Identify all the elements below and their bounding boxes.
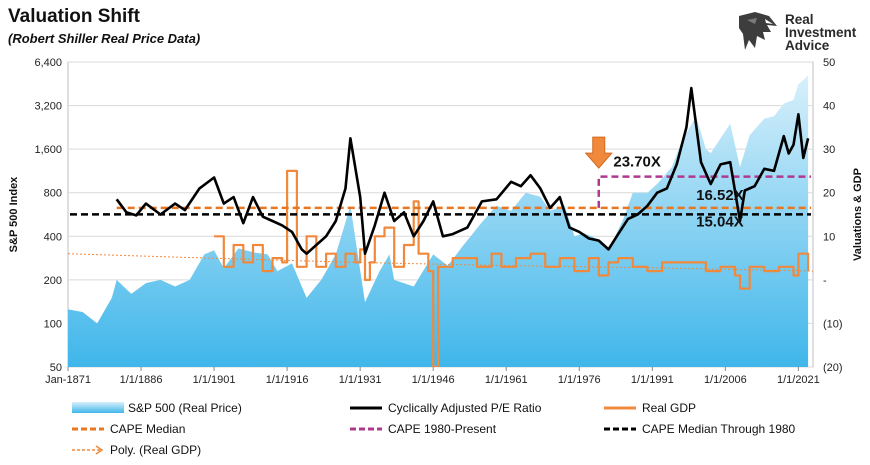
legend-label: S&P 500 (Real Price): [128, 401, 242, 415]
left-axis-tick-label: 100: [44, 318, 62, 330]
value-annotation: 23.70X: [613, 154, 661, 171]
right-axis-tick-label: -: [823, 275, 827, 287]
x-axis-tick-label: 1/1/1976: [558, 374, 601, 386]
legend-label: Cyclically Adjusted P/E Ratio: [388, 401, 542, 415]
legend-item: Cyclically Adjusted P/E Ratio: [350, 401, 542, 415]
left-axis-tick-label: 200: [44, 275, 62, 287]
legend-item: S&P 500 (Real Price): [72, 401, 242, 415]
brand-logo: Real Investment Advice: [735, 10, 865, 58]
legend-label: CAPE Median: [110, 422, 185, 436]
x-axis-tick-label: 1/1/1961: [485, 374, 528, 386]
left-axis-title: S&P 500 Index: [8, 176, 20, 252]
left-axis-tick-label: 400: [44, 231, 62, 243]
x-axis-tick-label: 1/1/1886: [120, 374, 163, 386]
right-axis-tick-label: 20: [823, 188, 835, 200]
legend-item: Real GDP: [604, 401, 696, 415]
eagle-head-logo-icon: [739, 12, 777, 50]
legend-label: CAPE 1980-Present: [388, 422, 497, 436]
legend-item: CAPE Median Through 1980: [604, 422, 796, 436]
x-axis-tick-label: 1/1/1991: [631, 374, 674, 386]
legend-label: Real GDP: [642, 401, 696, 415]
left-axis-tick-label: 3,200: [34, 101, 62, 113]
brand-line-2: Investment: [785, 25, 857, 40]
left-axis-tick-label: 50: [50, 362, 62, 374]
value-annotation: 15.04X: [696, 213, 744, 230]
brand-line-3: Advice: [785, 38, 830, 53]
legend-label: Poly. (Real GDP): [110, 443, 201, 457]
legend-item: CAPE Median: [72, 422, 185, 436]
x-axis-tick-label: 1/1/2021: [777, 374, 820, 386]
highlight-arrow: [584, 136, 613, 169]
x-axis-tick-label: 1/1/1901: [193, 374, 236, 386]
left-axis-tick-label: 1,600: [34, 144, 62, 156]
legend-label: CAPE Median Through 1980: [642, 422, 796, 436]
x-axis-tick-label: 1/1/1946: [412, 374, 455, 386]
brand-line-1: Real: [785, 12, 814, 27]
right-axis-title: Valuations & GDP: [852, 168, 864, 261]
right-axis-tick-label: 40: [823, 101, 835, 113]
chart-subtitle: (Robert Shiller Real Price Data): [8, 31, 201, 46]
left-axis-tick-label: 800: [44, 188, 62, 200]
right-axis-tick-label: 50: [823, 57, 835, 69]
x-axis-tick-label: 1/1/1931: [339, 374, 382, 386]
right-axis-tick-label: (20): [823, 362, 843, 374]
left-axis-tick-label: 6,400: [34, 57, 62, 69]
right-axis-tick-label: (10): [823, 318, 843, 330]
sp500-area: [68, 75, 809, 367]
real-gdp-line: [214, 169, 810, 367]
legend-item: CAPE 1980-Present: [350, 422, 497, 436]
right-axis-tick-label: 10: [823, 231, 835, 243]
legend-swatch-arrow: [95, 445, 104, 455]
x-axis-tick-label: 1/1/1916: [266, 374, 309, 386]
legend-item: Poly. (Real GDP): [72, 443, 201, 457]
right-axis-tick-label: 30: [823, 144, 835, 156]
x-axis-tick-label: 1/1/2006: [704, 374, 747, 386]
legend-swatch-area: [72, 402, 124, 413]
cape-line: [115, 86, 810, 255]
chart-title: Valuation Shift: [8, 6, 140, 27]
value-annotation: 16.52X: [696, 187, 744, 204]
x-axis-tick-label: Jan-1871: [45, 374, 91, 386]
